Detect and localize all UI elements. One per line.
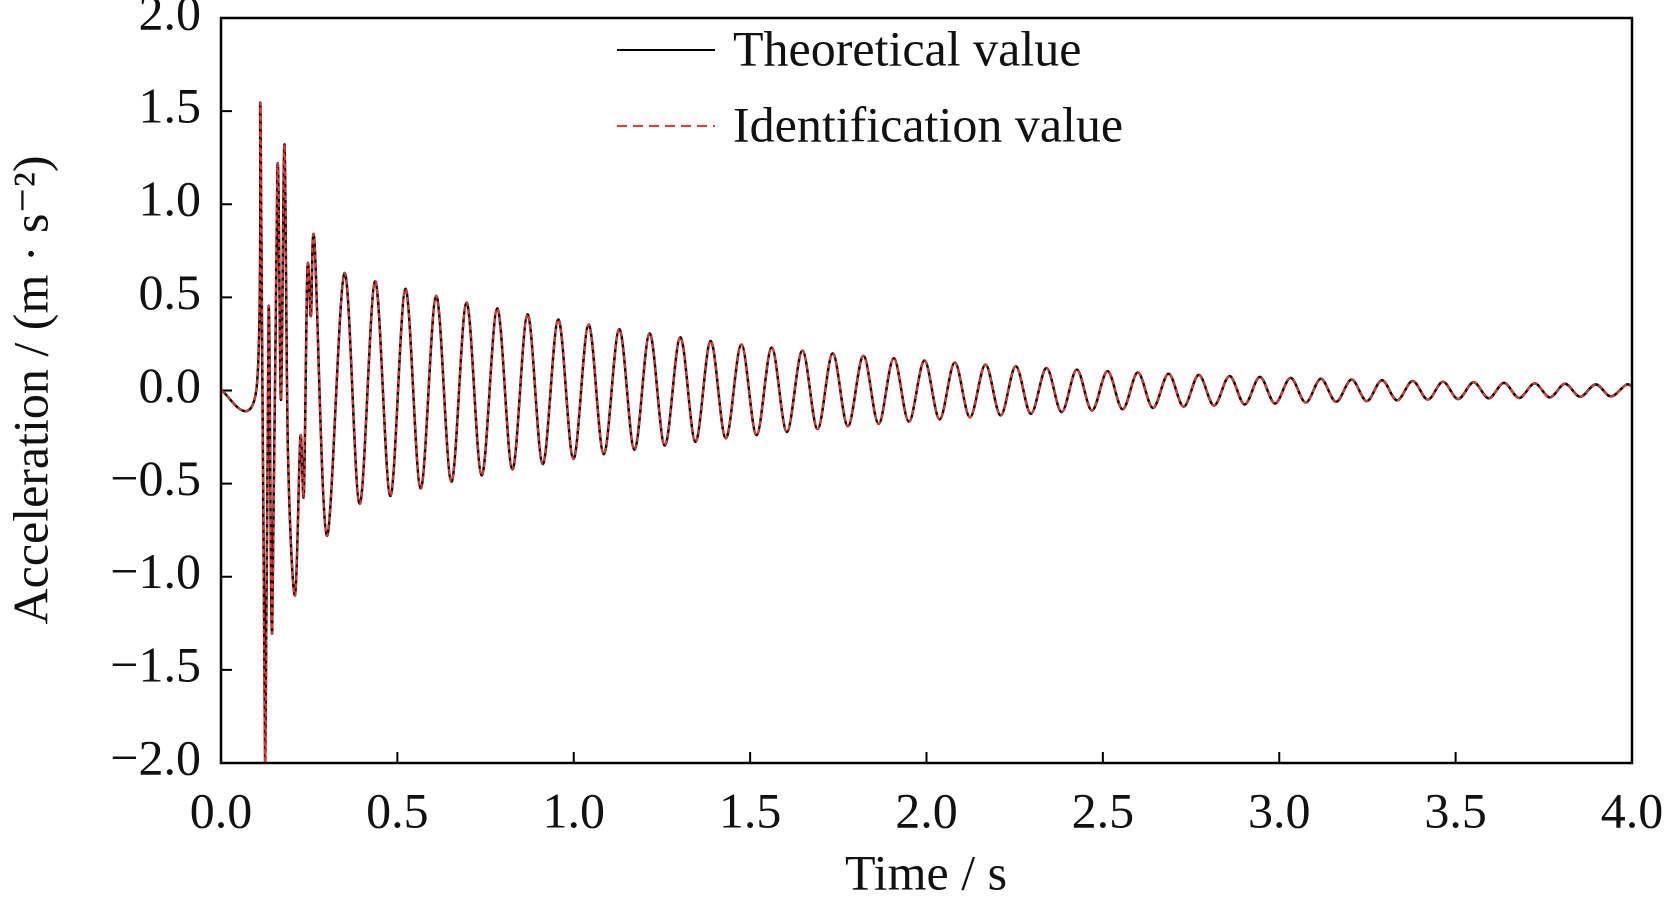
y-tick-label: 0.0 — [139, 357, 202, 413]
x-axis-label: Time / s — [845, 844, 1007, 900]
y-tick-label: −1.0 — [110, 543, 201, 599]
y-tick-label: 1.0 — [139, 171, 202, 227]
y-tick-label: −2.0 — [110, 729, 201, 785]
y-tick-label: 2.0 — [139, 0, 202, 40]
y-axis-label: Acceleration / (m · s⁻²) — [2, 156, 58, 625]
x-tick-label: 2.5 — [1072, 782, 1135, 838]
series-line — [221, 101, 1632, 763]
series-line — [221, 101, 1632, 763]
legend-label: Theoretical value — [733, 20, 1081, 76]
x-tick-label: 2.0 — [895, 782, 958, 838]
x-tick-label: 1.5 — [719, 782, 782, 838]
y-tick-label: 1.5 — [139, 78, 202, 134]
y-tick-label: −1.5 — [110, 636, 201, 692]
x-tick-label: 0.0 — [190, 782, 253, 838]
y-tick-label: 0.5 — [139, 264, 202, 320]
x-tick-label: 0.5 — [366, 782, 429, 838]
x-tick-label: 4.0 — [1601, 782, 1664, 838]
x-tick-label: 3.5 — [1424, 782, 1487, 838]
y-tick-label: −0.5 — [110, 450, 201, 506]
x-tick-label: 3.0 — [1248, 782, 1311, 838]
legend-label: Identification value — [733, 96, 1123, 152]
plot-frame — [219, 16, 1634, 765]
x-tick-label: 1.0 — [543, 782, 606, 838]
